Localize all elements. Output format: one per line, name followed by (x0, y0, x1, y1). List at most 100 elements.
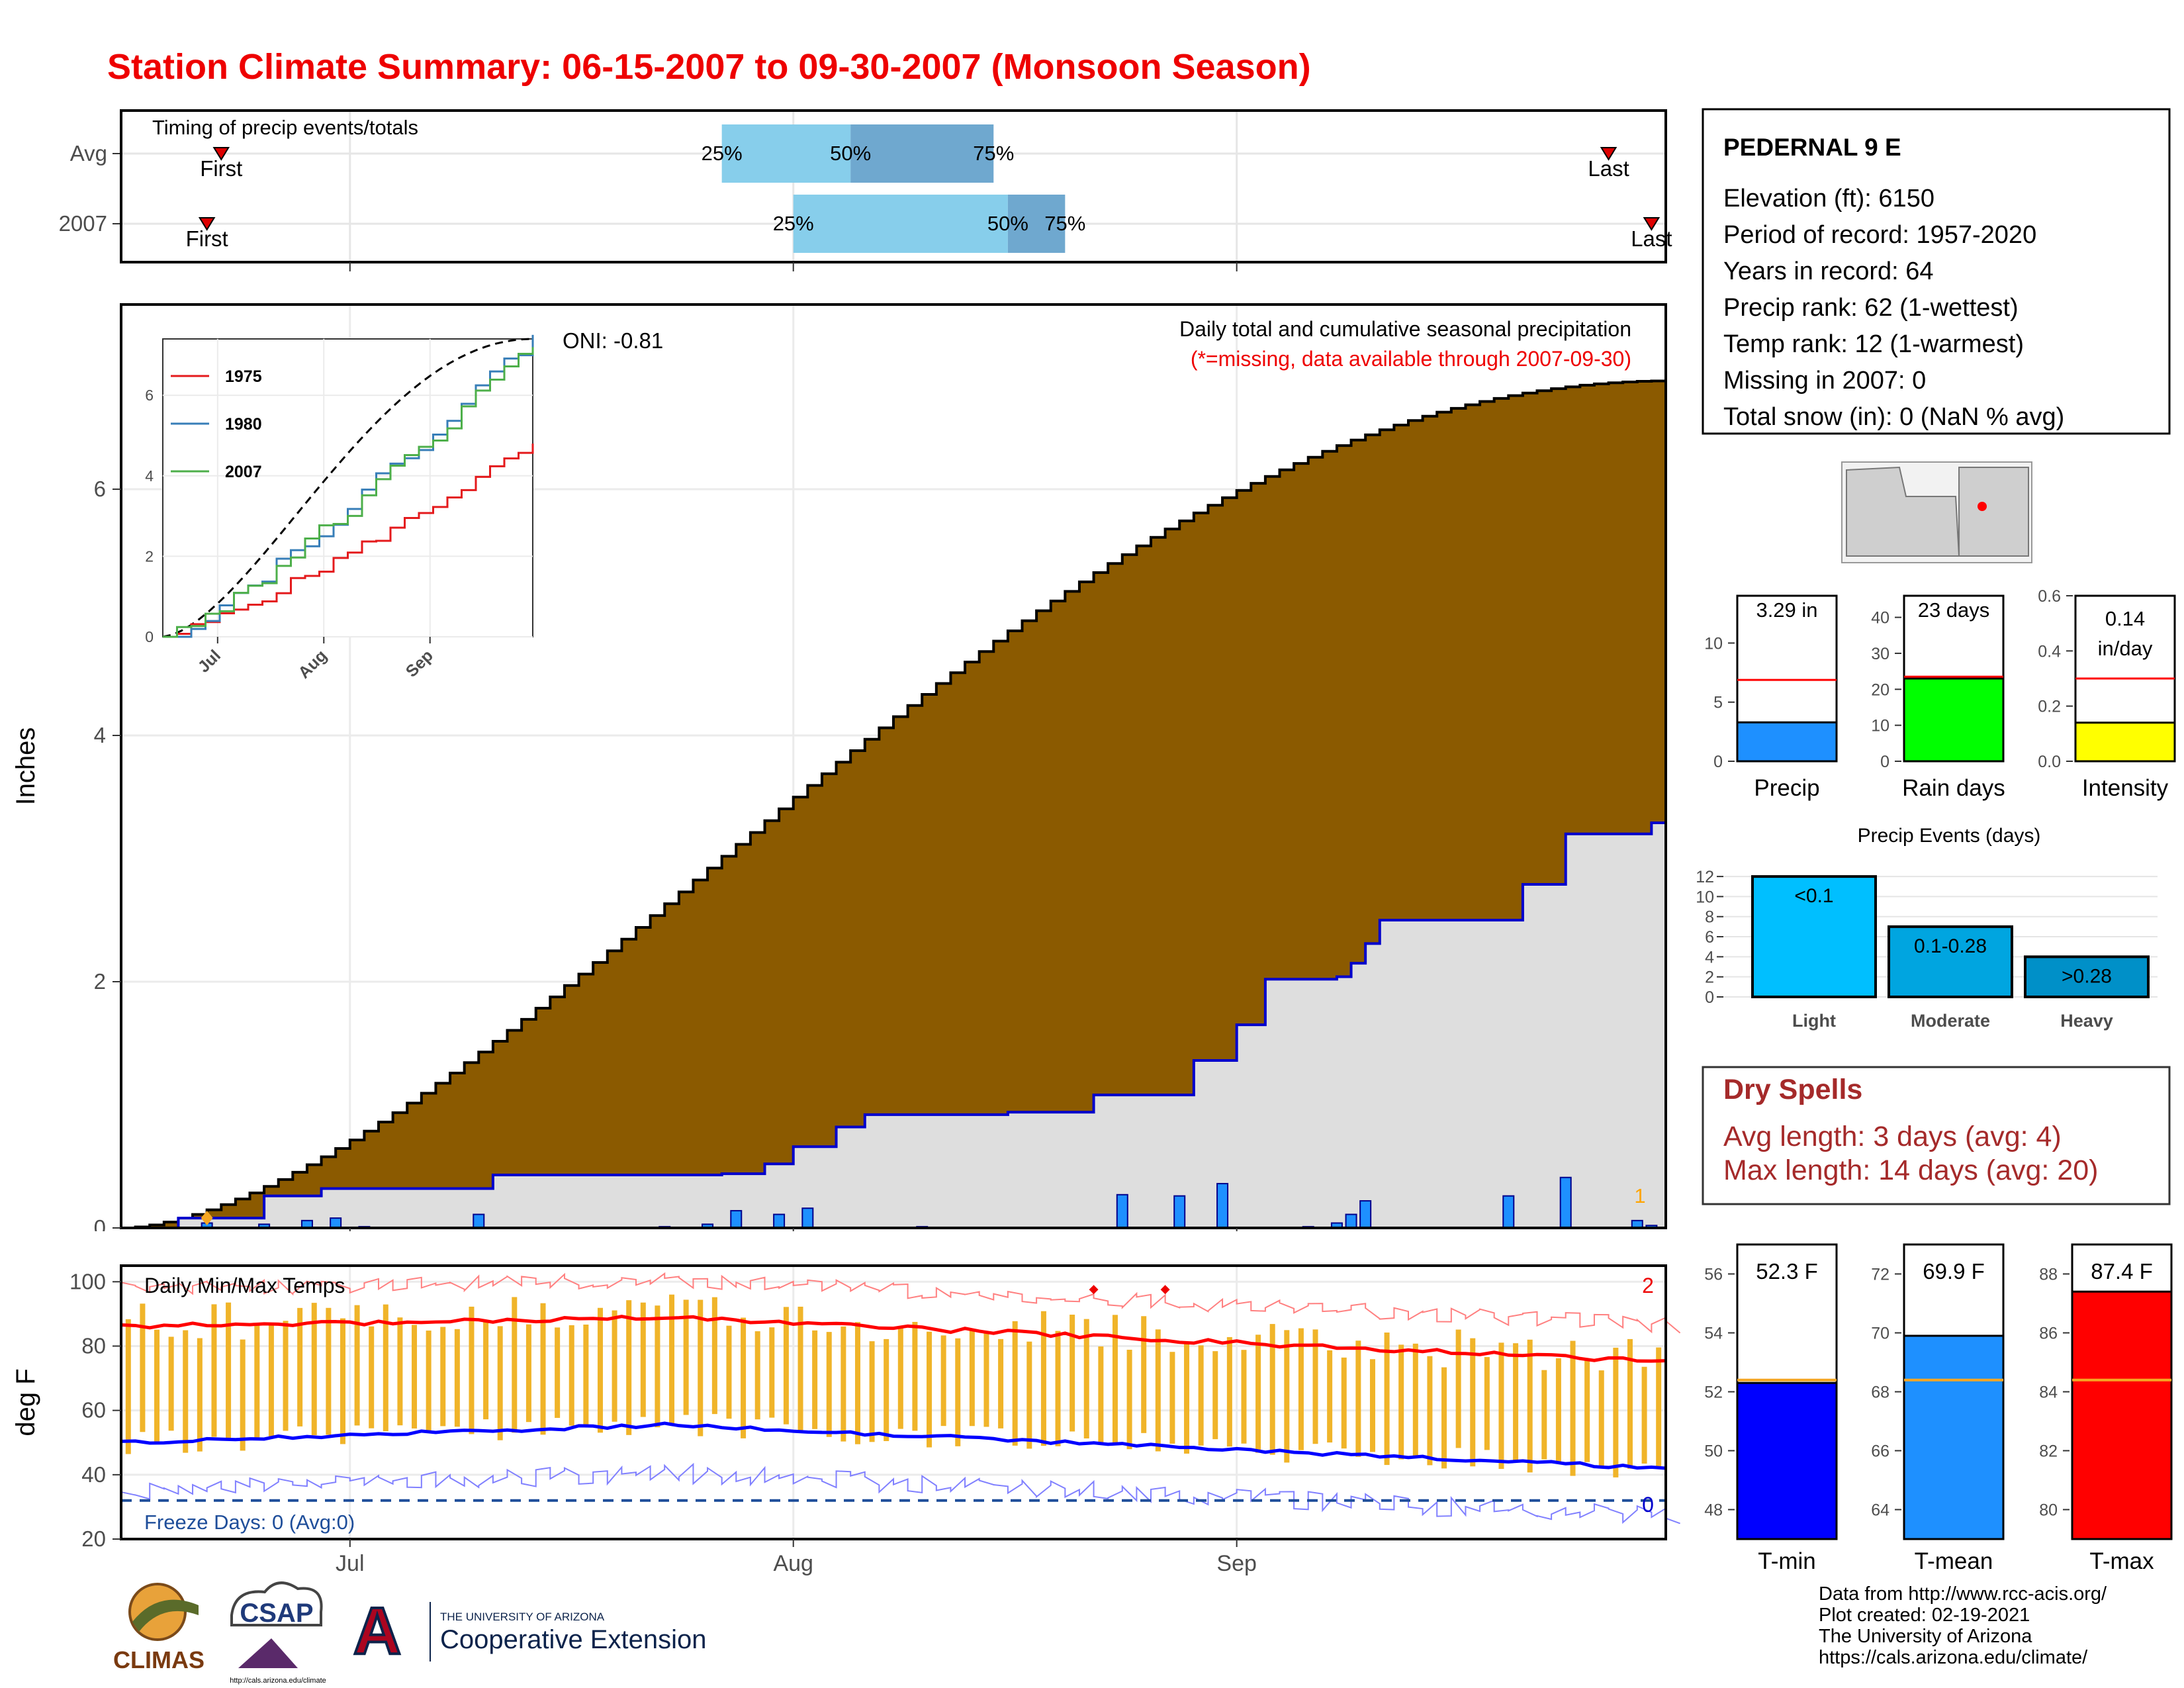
daily-temp-bar (283, 1321, 289, 1431)
daily-temp-bar (1198, 1345, 1204, 1446)
inset-y-tick: 0 (145, 628, 154, 645)
mini-bar-tick: 0.6 (2038, 587, 2061, 606)
daily-temp-bar (483, 1321, 489, 1420)
daily-temp-bar (927, 1331, 933, 1448)
marker-first-label: First (186, 226, 228, 251)
intensity-unit: in/day (2098, 637, 2153, 660)
main-plot-title: Daily total and cumulative seasonal prec… (1179, 317, 1631, 341)
daily-temp-bar (669, 1294, 675, 1425)
temp-bar-tick: 52 (1704, 1383, 1723, 1402)
daily-temp-bar (597, 1307, 603, 1433)
daily-precip-bar (1345, 1213, 1357, 1229)
daily-temp-bar (1098, 1346, 1104, 1445)
events-y-tick: 2 (1705, 968, 1714, 987)
daily-precip-bar (330, 1217, 342, 1229)
temp-bar-tick: 70 (1871, 1325, 1889, 1343)
csap-logo-text: CSAP (240, 1599, 313, 1628)
event-bar (1888, 925, 2013, 999)
daily-temp-bar (969, 1330, 975, 1427)
quartile-bar-50-75 (850, 124, 994, 183)
daily-temp-bar (1369, 1359, 1375, 1452)
event-bar-label: 0.1-0.28 (1914, 935, 1987, 957)
quartile-label: 75% (973, 142, 1014, 165)
station-info-line: Temp rank: 12 (1-warmest) (1723, 330, 2024, 358)
daily-temp-bar (1355, 1340, 1361, 1457)
side-panels: PEDERNAL 9 E Elevation (ft): 6150 Period o… (1696, 108, 2176, 1574)
mini-bar-tick: 5 (1713, 694, 1723, 712)
station-info-line: Missing in 2007: 0 (1723, 367, 1926, 395)
daily-precip-bar (1173, 1195, 1186, 1229)
avg-tmax-line (120, 1315, 1666, 1363)
daily-temp-bar (1455, 1329, 1461, 1448)
marker-last-icon (1643, 217, 1661, 231)
ua-line1: THE UNIVERSITY OF ARIZONA (440, 1611, 605, 1623)
intensity-value: 0.14 (2105, 607, 2145, 630)
event-category: Moderate (1911, 1011, 1990, 1031)
temp-bar-tick: 84 (2039, 1383, 2058, 1402)
event-category: Heavy (2060, 1011, 2113, 1031)
ua-logo-icon: A (353, 1594, 401, 1668)
daily-temp-bar (897, 1328, 903, 1429)
daily-temp-bar (125, 1319, 131, 1454)
daily-temp-bar (183, 1330, 189, 1453)
daily-temp-bar (769, 1327, 775, 1418)
daily-precip-bar (1559, 1176, 1572, 1229)
daily-temp-bar (812, 1330, 818, 1429)
marker-first-icon (212, 147, 230, 161)
freeze-days-label: Freeze Days: 0 (Avg:0) (144, 1511, 355, 1534)
timing-row-label: Avg (70, 141, 107, 165)
inset-legend-label: 2007 (225, 463, 262, 481)
missing-count: 1 (1634, 1184, 1645, 1207)
daily-temp-bar (1026, 1341, 1032, 1449)
daily-temp-bar (826, 1332, 832, 1437)
events-y-tick: 8 (1705, 908, 1714, 927)
daily-precip-bar (1359, 1200, 1372, 1229)
temp-bar-tick: 48 (1704, 1501, 1723, 1520)
daily-temp-bar (412, 1325, 418, 1429)
daily-temp-bar (754, 1331, 760, 1420)
csap-cloud-icon (230, 1581, 323, 1626)
daily-temp-bar (1083, 1319, 1089, 1438)
mini-bar-tick: 40 (1871, 609, 1889, 628)
record-low-line (120, 1462, 1680, 1524)
daily-temp-bar (1184, 1342, 1190, 1454)
event-category: Light (1792, 1011, 1836, 1031)
mini-bar-label: Rain days (1902, 775, 2005, 801)
mini-bar (1736, 721, 1838, 763)
daily-precip-bar (1116, 1194, 1128, 1229)
daily-temp-bar (841, 1326, 846, 1442)
temp-bar (1903, 1335, 2005, 1540)
y-axis-label: deg F (11, 1368, 40, 1436)
y-tick-label: 40 (81, 1462, 106, 1487)
logos: CLIMAS CSAP http://cals.arizona.edu/climat… (113, 1581, 706, 1685)
x-tick-label: Jul (336, 1551, 364, 1576)
y-tick-label: 2 (94, 969, 106, 994)
temp-bar (2071, 1290, 2173, 1540)
mini-bar-tick: 0 (1880, 753, 1889, 771)
marker-first-icon (198, 217, 216, 231)
cumulative-precip-chart: 1 0 2 4 6 Inches Daily total and cumulative se… (11, 303, 1667, 1231)
temp-bar-value: 69.9 F (1923, 1259, 1985, 1284)
quartile-label: 50% (830, 142, 871, 165)
credit-line: The University of Arizona (1819, 1626, 2032, 1647)
temp-bar-tick: 86 (2039, 1325, 2058, 1343)
temp-bar-value: 87.4 F (2091, 1259, 2153, 1284)
credit-line: Data from http://www.rcc-acis.org/ (1819, 1583, 2107, 1605)
daily-temp-bar (311, 1303, 317, 1436)
daily-temp-bar (369, 1326, 375, 1429)
inset-y-tick: 2 (145, 547, 154, 565)
daily-temp-bar (783, 1307, 789, 1425)
temp-bar-tick: 50 (1704, 1442, 1723, 1461)
daily-temp-bar (1055, 1331, 1061, 1446)
daily-temp-bar (711, 1297, 717, 1415)
y-tick-label: 4 (94, 723, 106, 747)
temp-bar-tick: 68 (1871, 1383, 1889, 1402)
record-high-marker-icon (1089, 1285, 1099, 1295)
oni-label: ONI: -0.81 (563, 328, 663, 353)
daily-temp-bar (1598, 1370, 1604, 1468)
mini-bar-tick: 20 (1871, 680, 1889, 699)
daily-temp-bar (1613, 1347, 1619, 1477)
mini-bar-tick: 10 (1704, 634, 1723, 653)
daily-temp-bar (1298, 1328, 1304, 1450)
y-tick-label: 0 (94, 1215, 106, 1231)
